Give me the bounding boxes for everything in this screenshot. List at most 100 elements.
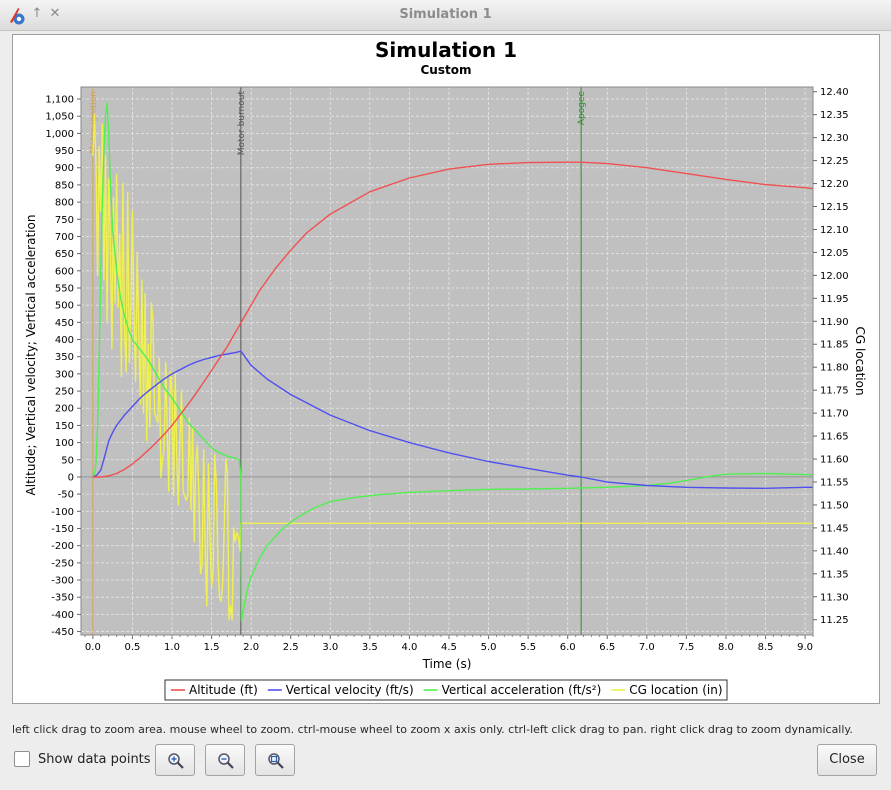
- show-data-points-checkbox[interactable]: [14, 751, 30, 767]
- close-button[interactable]: Close: [817, 744, 877, 776]
- y2-tick-label: 11.80: [820, 363, 849, 374]
- y-tick-label: -250: [51, 558, 74, 569]
- y2-tick-label: 11.55: [820, 477, 849, 488]
- y-tick-label: 250: [55, 387, 74, 398]
- chart-subtitle: Custom: [421, 63, 472, 77]
- y-tick-label: 300: [55, 369, 74, 380]
- y2-tick-label: 11.25: [820, 615, 849, 626]
- y-tick-label: -450: [51, 627, 74, 638]
- y-tick-label: 400: [55, 335, 74, 346]
- series-line-2: [92, 101, 814, 622]
- y-tick-label: -400: [51, 610, 74, 621]
- x-tick-label: 0.5: [124, 642, 140, 653]
- zoom-in-button[interactable]: [155, 744, 195, 776]
- y-tick-label: 450: [55, 318, 74, 329]
- y-tick-label: 1,050: [45, 112, 74, 123]
- y-tick-label: 1,100: [45, 95, 74, 106]
- y-tick-label: 200: [55, 404, 74, 415]
- y2-tick-label: 12.35: [820, 110, 849, 121]
- y-tick-label: 100: [55, 438, 74, 449]
- x-tick-label: 3.0: [322, 642, 338, 653]
- pin-icon[interactable]: ↑: [31, 6, 43, 21]
- x-tick-label: 1.0: [164, 642, 180, 653]
- y2-tick-label: 11.75: [820, 386, 849, 397]
- x-tick-label: 4.5: [441, 642, 457, 653]
- y-tick-label: 950: [55, 146, 74, 157]
- y-tick-label: 650: [55, 249, 74, 260]
- event-label: Apogee: [577, 91, 587, 126]
- series-line-0: [92, 161, 814, 478]
- zoom-out-button[interactable]: [205, 744, 245, 776]
- x-axis-label: Time (s): [422, 657, 472, 671]
- x-tick-label: 8.5: [758, 642, 774, 653]
- zoom-fit-icon: [268, 753, 284, 769]
- y2-tick-label: 12.15: [820, 202, 849, 213]
- close-window-icon[interactable]: ✕: [49, 6, 61, 21]
- y-tick-label: 350: [55, 352, 74, 363]
- y-axis-label: Altitude; Vertical velocity; Vertical ac…: [24, 215, 38, 496]
- y-tick-label: -50: [58, 490, 74, 501]
- y2-tick-label: 11.85: [820, 340, 849, 351]
- x-tick-label: 7.5: [678, 642, 694, 653]
- y2-tick-label: 11.40: [820, 546, 849, 557]
- y2-tick-label: 11.70: [820, 409, 849, 420]
- y-tick-label: -300: [51, 576, 74, 587]
- simulation-chart[interactable]: Simulation 1 Custom Motor ignition Motor …: [13, 35, 879, 703]
- app-icon: [10, 8, 25, 25]
- y-tick-label: 750: [55, 215, 74, 226]
- y2-tick-label: 11.95: [820, 294, 849, 305]
- x-tick-label: 9.0: [797, 642, 813, 653]
- y2-tick-label: 11.60: [820, 455, 849, 466]
- plot-border: [80, 86, 814, 636]
- y2-tick-label: 12.05: [820, 248, 849, 259]
- y-tick-label: 850: [55, 180, 74, 191]
- y-axis-right: 12.40 12.35 12.30 12.25 12.20 12.15 12.10 12.05…: [813, 87, 849, 626]
- series-lines: [92, 101, 814, 622]
- legend-entry: Vertical velocity (ft/s): [286, 683, 414, 697]
- y-tick-label: -100: [51, 507, 74, 518]
- y2-tick-label: 11.65: [820, 432, 849, 443]
- y2-tick-label: 11.90: [820, 317, 849, 328]
- y2-tick-label: 12.10: [820, 225, 849, 236]
- y-tick-label: 800: [55, 198, 74, 209]
- y-tick-label: 1,000: [45, 129, 74, 140]
- y-tick-label: 50: [61, 455, 74, 466]
- x-tick-label: 2.0: [243, 642, 259, 653]
- x-axis: 0.0 0.5 1.0 1.5 2.0 2.5 3.0 3.5 4.0 4.5 5.0 5.5 6.0 6…: [84, 635, 814, 653]
- chart-panel[interactable]: Simulation 1 Custom Motor ignition Motor …: [12, 34, 880, 704]
- legend-entry: CG location (in): [629, 683, 722, 697]
- y-tick-label: 900: [55, 163, 74, 174]
- x-tick-label: 5.0: [481, 642, 497, 653]
- y2-tick-label: 12.30: [820, 133, 849, 144]
- zoom-hint-text: left click drag to zoom area. mouse whee…: [12, 723, 853, 736]
- x-tick-label: 3.5: [362, 642, 378, 653]
- y-tick-label: 0: [68, 472, 74, 483]
- x-tick-label: 8.0: [718, 642, 734, 653]
- x-tick-label: 7.0: [639, 642, 655, 653]
- y2-axis-label: CG location: [853, 326, 867, 395]
- zoom-out-icon: [218, 753, 234, 769]
- legend-entry: Altitude (ft): [189, 683, 258, 697]
- y2-tick-label: 11.50: [820, 500, 849, 511]
- x-tick-label: 0.0: [85, 642, 101, 653]
- y-axis-left: 1,100 1,050 1,000 950 900 850 800 750 700 650 600 5…: [45, 95, 81, 638]
- y-tick-label: -350: [51, 593, 74, 604]
- x-tick-label: 4.0: [401, 642, 417, 653]
- y2-tick-label: 11.35: [820, 569, 849, 580]
- legend-box: [164, 679, 728, 701]
- zoom-fit-button[interactable]: [255, 744, 295, 776]
- window-title: Simulation 1: [399, 7, 492, 22]
- legend-entry: Vertical acceleration (ft/s²): [442, 683, 602, 697]
- show-data-points-row[interactable]: Show data points: [14, 751, 151, 767]
- y2-tick-label: 12.00: [820, 271, 849, 282]
- y2-tick-label: 11.30: [820, 592, 849, 603]
- x-tick-label: 6.5: [599, 642, 615, 653]
- x-tick-label: 6.0: [560, 642, 576, 653]
- event-label: Motor burnout: [237, 91, 247, 156]
- x-tick-label: 5.5: [520, 642, 536, 653]
- legend: Altitude (ft) Vertical velocity (ft/s) Ver…: [164, 679, 728, 701]
- y2-tick-label: 12.20: [820, 179, 849, 190]
- y-tick-label: 500: [55, 301, 74, 312]
- chart-title: Simulation 1: [375, 38, 517, 62]
- y-tick-label: 700: [55, 232, 74, 243]
